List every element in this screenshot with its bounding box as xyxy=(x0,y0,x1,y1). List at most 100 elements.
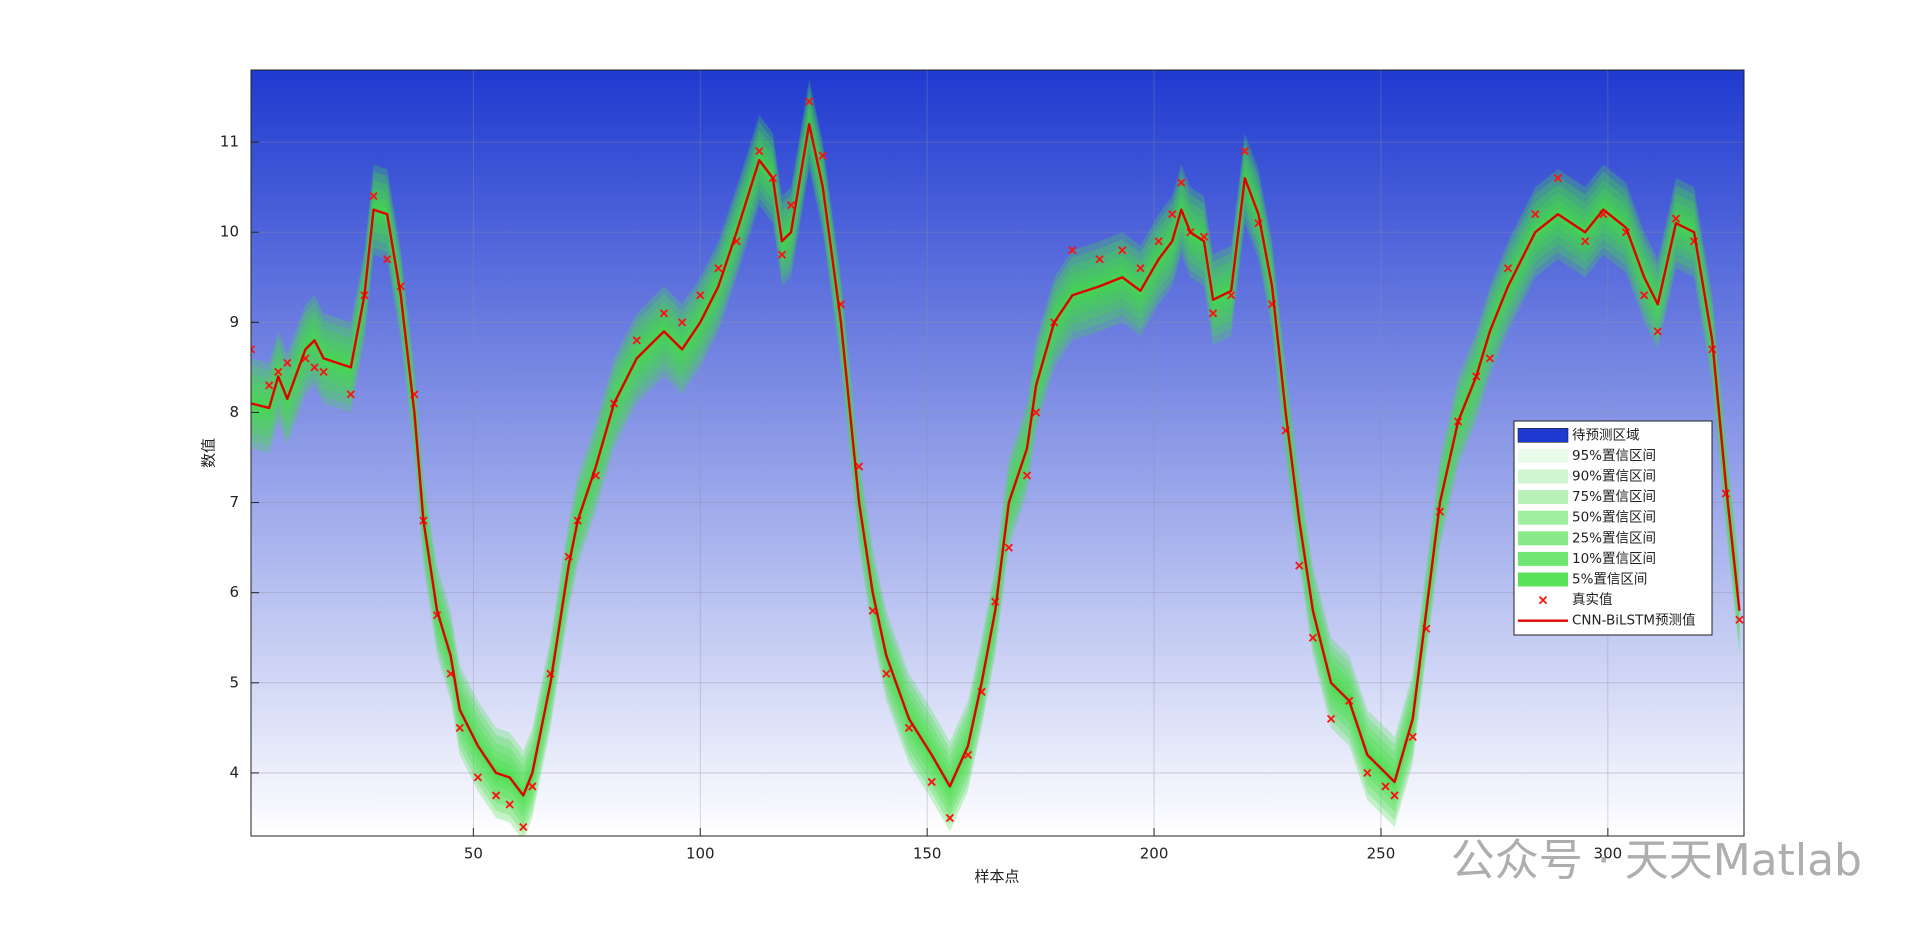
x-tick-label: 250 xyxy=(1367,845,1396,863)
legend: 待预测区域 95%置信区间 90%置信区间 75%置信区间 50%置信区间 25%置信区间… xyxy=(1513,420,1713,636)
y-tick-label: 4 xyxy=(229,763,239,781)
true-value-marker xyxy=(882,669,891,678)
true-value-marker xyxy=(1118,246,1127,255)
legend-label: 5%置信区间 xyxy=(1572,572,1647,588)
legend-label: 10%置信区间 xyxy=(1572,551,1656,567)
y-tick-label: 7 xyxy=(229,493,239,511)
y-tick-label: 5 xyxy=(229,673,239,691)
true-value-marker xyxy=(1408,732,1417,742)
true-value-marker xyxy=(805,97,814,106)
true-value-marker xyxy=(927,777,936,787)
legend-box xyxy=(1513,420,1713,636)
true-value-marker xyxy=(1177,178,1186,187)
true-value-marker xyxy=(319,367,328,377)
true-value-marker xyxy=(1295,561,1304,570)
y-tick-label: 9 xyxy=(229,313,239,331)
true-value-marker xyxy=(904,723,914,732)
true-value-marker xyxy=(777,250,787,259)
true-value-marker xyxy=(1485,354,1495,363)
true-value-marker xyxy=(1136,264,1145,273)
true-value-marker xyxy=(251,345,256,354)
legend-swatch xyxy=(1517,427,1569,443)
true-value-marker xyxy=(505,800,514,809)
true-value-marker xyxy=(1671,214,1681,223)
axes-frame xyxy=(250,69,1745,837)
true-value-marker xyxy=(1640,291,1649,300)
watermark: 公众号 · 天天Matlab xyxy=(1451,835,1862,886)
legend-swatch xyxy=(1518,551,1568,566)
true-value-marker xyxy=(310,363,319,372)
legend-label: 75%置信区间 xyxy=(1572,489,1656,505)
legend-label: 95%置信区间 xyxy=(1572,448,1656,464)
legend-swatch xyxy=(1518,469,1568,484)
true-value-marker xyxy=(491,791,501,800)
y-axis-label: 数值 xyxy=(200,438,218,468)
true-value-marker xyxy=(696,291,705,300)
legend-marker xyxy=(1538,595,1548,605)
true-value-marker xyxy=(1390,791,1399,800)
prediction-line xyxy=(251,122,1741,797)
true-value-marker xyxy=(1531,210,1540,219)
true-value-marker xyxy=(1022,471,1032,480)
legend-label: 待预测区域 xyxy=(1572,427,1640,443)
true-value-marker xyxy=(659,309,669,318)
legend-label: CNN-BiLSTM预测值 xyxy=(1572,613,1696,629)
true-value-marker xyxy=(519,822,528,832)
true-value-marker xyxy=(677,318,687,327)
legend-swatch xyxy=(1518,448,1568,463)
legend-swatch xyxy=(1518,572,1568,587)
true-value-marker xyxy=(714,264,723,273)
true-value-marker xyxy=(945,813,954,823)
true-value-marker xyxy=(1004,543,1013,552)
confidence-band xyxy=(251,79,1740,836)
true-value-marker xyxy=(1735,615,1744,624)
legend-swatch xyxy=(1518,510,1568,525)
true-value-marker xyxy=(1240,146,1249,156)
true-value-marker xyxy=(1154,237,1163,246)
true-value-marker xyxy=(265,381,274,390)
legend-label: 50%置信区间 xyxy=(1572,510,1656,526)
true-value-marker xyxy=(528,782,537,791)
true-value-marker xyxy=(1326,714,1336,723)
true-value-marker xyxy=(1068,246,1077,255)
true-value-marker xyxy=(1168,210,1177,219)
true-value-marker xyxy=(274,367,283,377)
true-value-marker xyxy=(786,201,796,210)
x-tick-label: 50 xyxy=(464,845,483,863)
legend-swatch xyxy=(1518,531,1568,546)
true-value-marker xyxy=(455,723,464,732)
x-tick-label: 200 xyxy=(1140,845,1169,863)
prediction-region xyxy=(251,70,1744,836)
true-value-marker xyxy=(1095,255,1104,264)
true-value-marker xyxy=(346,390,355,399)
true-value-marker xyxy=(1553,174,1563,183)
y-tick-label: 11 xyxy=(220,133,239,151)
true-value-marker xyxy=(1653,327,1662,336)
true-value-marker xyxy=(1381,782,1390,791)
legend-label: 90%置信区间 xyxy=(1572,469,1656,485)
true-value-marker xyxy=(1208,309,1218,318)
confidence-band xyxy=(251,86,1740,834)
true-value-marker xyxy=(1503,264,1513,273)
y-tick-label: 8 xyxy=(229,403,239,421)
true-value-marker xyxy=(283,358,292,368)
legend-label: 真实值 xyxy=(1572,592,1613,608)
y-tick-label: 10 xyxy=(220,223,239,241)
legend-label: 25%置信区间 xyxy=(1572,530,1656,546)
y-tick-label: 6 xyxy=(229,583,239,601)
x-axis-label: 样本点 xyxy=(974,868,1019,886)
true-value-marker xyxy=(1363,768,1372,778)
x-tick-label: 150 xyxy=(913,845,942,863)
true-value-marker xyxy=(1031,408,1041,417)
true-value-marker xyxy=(818,151,827,160)
legend-swatch xyxy=(1518,490,1568,505)
true-value-marker xyxy=(1581,237,1590,246)
x-tick-label: 300 xyxy=(1594,845,1623,863)
true-value-marker xyxy=(473,773,483,782)
x-tick-label: 100 xyxy=(686,845,715,863)
true-value-marker xyxy=(1308,633,1318,642)
true-value-marker xyxy=(369,192,378,201)
true-value-marker xyxy=(632,336,641,345)
